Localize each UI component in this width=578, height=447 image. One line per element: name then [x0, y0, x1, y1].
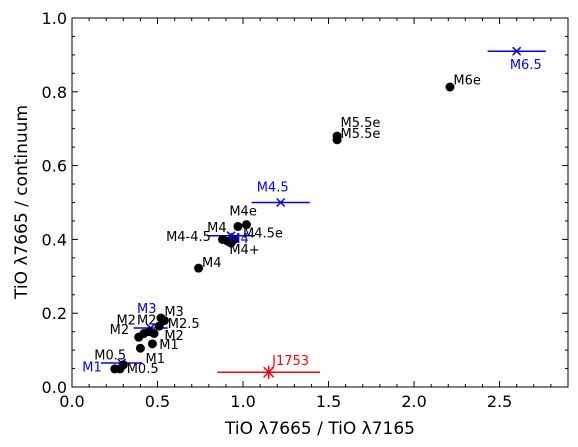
annotation-label: M0.5 [127, 362, 159, 377]
star-point [233, 221, 243, 231]
x-tick-label: 0.0 [59, 392, 84, 411]
annotation-label: M4.5 [257, 180, 289, 195]
x-axis-label: TiO λ7665 / TiO λ7165 [224, 419, 415, 439]
y-tick-label: 0.2 [42, 304, 67, 323]
y-tick-label: 0.6 [42, 157, 67, 176]
annotation-label: M2 [110, 323, 130, 338]
annotation-label: M6.5 [510, 58, 542, 73]
annotation-label: M1 [159, 338, 179, 353]
annotation-label: M0.5 [94, 348, 126, 363]
annotation-label: M4.5e [243, 227, 283, 242]
y-axis-label: TiO λ7665 / continuum [12, 105, 32, 300]
star-point [147, 339, 157, 349]
annotation-label: J1753 [271, 354, 309, 369]
star-point [135, 343, 145, 353]
star-point [149, 328, 159, 338]
x-tick-label: 1.0 [230, 392, 255, 411]
annotation-label: M5.5e [341, 127, 381, 142]
template-point [276, 197, 286, 208]
annotation-label: M4 [202, 256, 222, 271]
star-point [332, 131, 342, 141]
template-point [512, 46, 522, 56]
annotation-label: M4+ [229, 243, 259, 258]
annotation-label: M4 [229, 232, 249, 247]
star-point [118, 360, 128, 370]
data-marks [101, 46, 546, 379]
star-point [159, 316, 169, 326]
star-point [229, 234, 239, 244]
y-tick-label: 0.8 [42, 83, 67, 102]
annotation-label: M1 [146, 352, 166, 367]
y-tick-label: 1.0 [42, 9, 67, 28]
annotation-label: M3 [164, 305, 184, 320]
axis-ticks: 0.0 0.5 1.0 1.5 2.0 2.5 0.0 0.2 0.4 0.6 0.8 1.0 [42, 9, 568, 411]
x-tick-label: 2.0 [401, 392, 426, 411]
star-point [194, 263, 204, 273]
annotation-label: M5.5e [341, 116, 381, 131]
annotation-label: M4e [229, 204, 257, 219]
star-point [241, 220, 251, 230]
annotation-label: M6e [453, 73, 481, 88]
x-tick-label: 0.5 [145, 392, 170, 411]
annotation-label: M4-4.5 [166, 230, 211, 245]
y-tick-label: 0.0 [42, 378, 67, 397]
annotation-label: M1 [82, 361, 102, 376]
annotation-label: M2 [164, 329, 184, 344]
annotation-label: M2 [137, 313, 157, 328]
x-tick-label: 2.5 [487, 392, 512, 411]
target-point [263, 366, 275, 378]
annotation-label: M3 [137, 302, 157, 317]
annotation-label: M4 [207, 221, 227, 236]
star-point [445, 82, 455, 92]
x-tick-label: 1.5 [316, 392, 341, 411]
annotation-label: M2 [116, 313, 136, 328]
y-tick-label: 0.4 [42, 230, 67, 249]
annotation-label: M2.5 [168, 317, 200, 332]
